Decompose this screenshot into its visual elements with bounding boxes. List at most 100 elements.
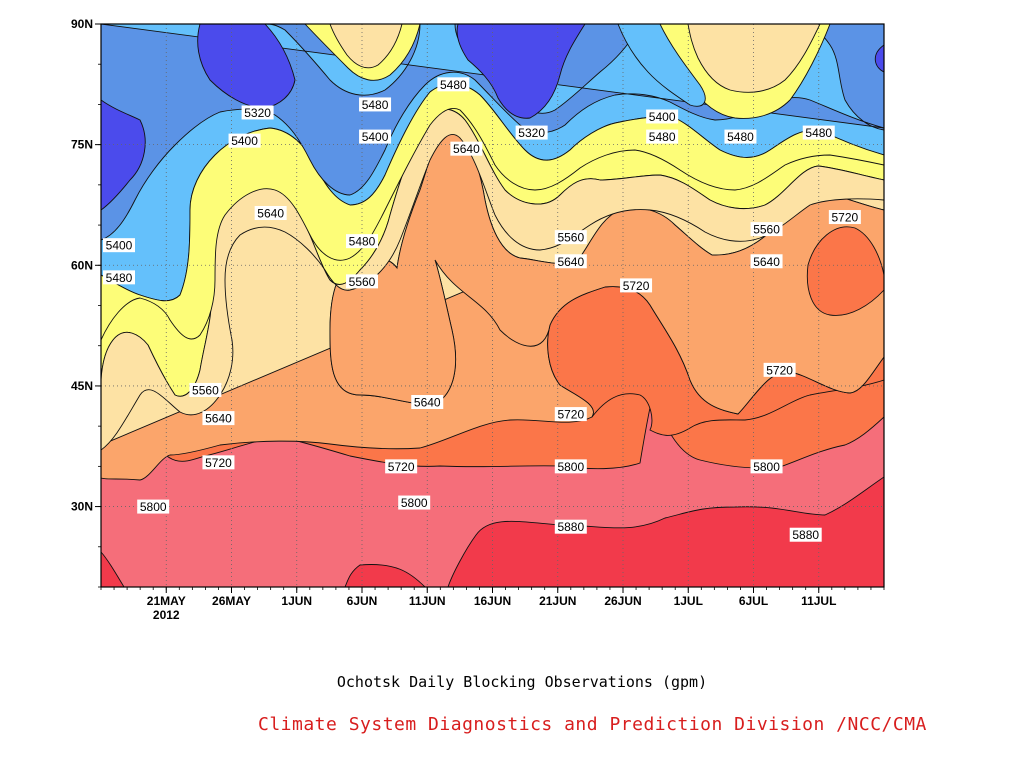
contour-label-text: 5320	[244, 106, 271, 120]
contour-label-box	[346, 274, 378, 289]
contour-label: 5720	[554, 407, 587, 422]
contour-label: 5480	[346, 234, 378, 249]
contour-label: 5800	[554, 459, 587, 474]
contour-label-text: 5400	[362, 130, 389, 144]
contour-label-box	[189, 382, 222, 397]
x-tick-label: 21JUN	[539, 594, 576, 608]
contour-label: 5480	[802, 125, 835, 140]
contour-label-text: 5640	[205, 412, 232, 426]
contour-label-text: 5480	[805, 126, 832, 140]
contour-label: 5880	[789, 527, 822, 542]
contour-label: 5800	[398, 495, 431, 510]
contour-label: 5320	[515, 125, 548, 140]
contour-label-box	[346, 234, 378, 249]
chart-title: Ochotsk Daily Blocking Observations (gpm…	[336, 673, 708, 691]
x-year-label: 2012	[153, 608, 180, 622]
contour-label-box	[398, 495, 431, 510]
contour-label-text: 5800	[401, 496, 428, 510]
contour-label: 5560	[346, 274, 378, 289]
x-tick-label: 16JUN	[474, 594, 511, 608]
contour-label: 5480	[724, 129, 757, 144]
x-tick-label: 11JUL	[801, 594, 836, 608]
contour-label: 5880	[554, 519, 587, 534]
contour-label-box	[359, 129, 392, 144]
x-tick-label: 11JUN	[409, 594, 446, 608]
contour-label-box	[750, 459, 783, 474]
x-tick-label: 21MAY	[147, 594, 186, 608]
contour-label-box	[789, 527, 822, 542]
contour-label-text: 5720	[557, 408, 584, 422]
contour-label-text: 5640	[557, 255, 584, 269]
contour-label: 5400	[103, 238, 135, 253]
contour-label-box	[554, 230, 587, 245]
contour-label: 5720	[385, 459, 418, 474]
contour-label-text: 5640	[453, 142, 480, 156]
contour-label: 5720	[763, 362, 796, 377]
contour-label-text: 5400	[231, 134, 258, 148]
contour-label: 5480	[359, 97, 392, 112]
contour-label-text: 5640	[257, 207, 284, 221]
contour-label: 5320	[241, 105, 274, 120]
contour-label-text: 5480	[106, 271, 133, 285]
contour-label: 5480	[103, 270, 135, 285]
contour-label: 5560	[189, 382, 222, 397]
x-axis: 21MAY 26MAY 1JUN 6JUN 11JUN 16JUN 21JUN 26JUN 1J…	[100, 587, 885, 622]
contour-label-box	[646, 129, 679, 144]
contour-label-box	[103, 270, 135, 285]
x-tick-label: 1JUL	[674, 594, 703, 608]
x-tick-label: 1JUN	[281, 594, 312, 608]
contour-label-text: 5480	[440, 78, 467, 92]
x-tick-label: 6JUN	[347, 594, 378, 608]
contour-label-text: 5560	[192, 383, 219, 397]
contour-label-text: 5800	[140, 500, 167, 514]
contour-label: 5400	[228, 133, 261, 148]
contour-label: 5720	[828, 210, 861, 225]
contour-label-text: 5400	[649, 110, 676, 124]
contour-label-box	[103, 238, 135, 253]
contour-label-box	[241, 105, 274, 120]
contour-label: 5400	[646, 109, 679, 124]
y-tick-label: 75N	[71, 138, 93, 152]
contour-label-box	[763, 362, 796, 377]
contour-label: 5720	[202, 455, 235, 470]
contour-label-text: 5640	[414, 396, 441, 410]
contour-label-text: 5480	[727, 130, 754, 144]
contour-label-box	[554, 459, 587, 474]
contour-label-box	[411, 395, 444, 410]
contour-label: 5480	[437, 77, 470, 92]
contour-label-text: 5880	[557, 520, 584, 534]
contour-label: 5720	[620, 278, 653, 293]
contour-label-text: 5800	[557, 460, 584, 474]
contour-label-text: 5560	[753, 223, 780, 237]
contour-label-box	[646, 109, 679, 124]
contour-label-box	[554, 519, 587, 534]
contour-label-text: 5480	[362, 98, 389, 112]
contour-label-box	[554, 407, 587, 422]
contour-label-text: 5880	[792, 528, 819, 542]
y-tick-label: 60N	[71, 258, 93, 272]
y-axis: 30N 45N 60N 75N 90N	[71, 17, 101, 588]
contour-label: 5640	[554, 254, 587, 269]
band-5560-5640-top-b	[687, 24, 821, 93]
contour-label-box	[202, 455, 235, 470]
contour-labels: 5320 5400 5480 5400 5480 5320 5400 5480 5480 5480…	[103, 77, 861, 542]
y-tick-label: 90N	[71, 17, 93, 31]
contour-label: 5640	[411, 395, 444, 410]
contour-label: 5640	[202, 411, 235, 426]
contour-label: 5640	[254, 206, 287, 221]
contour-label-text: 5480	[349, 235, 376, 249]
contour-label-box	[724, 129, 757, 144]
contour-label: 5640	[750, 254, 783, 269]
contour-label-box	[828, 210, 861, 225]
band-5720-5800-c	[806, 226, 884, 316]
y-tick-label: 30N	[71, 500, 93, 514]
contour-label-box	[620, 278, 653, 293]
contour-label-box	[228, 133, 261, 148]
contour-label-box	[450, 141, 483, 156]
contour-label-text: 5480	[649, 130, 676, 144]
contour-label-box	[359, 97, 392, 112]
contour-label-box	[437, 77, 470, 92]
contour-label-text: 5560	[557, 231, 584, 245]
contour-label: 5800	[137, 499, 170, 514]
contour-label-text: 5400	[106, 239, 133, 253]
